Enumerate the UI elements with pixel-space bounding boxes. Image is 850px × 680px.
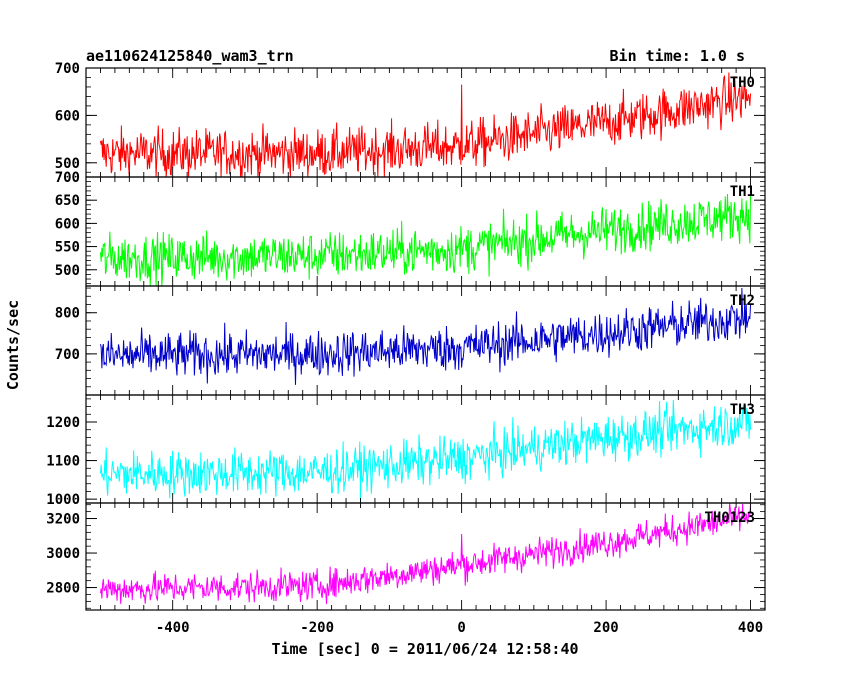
chart-title-right: Bin time: 1.0 s — [610, 47, 745, 65]
chart-title-left: ae110624125840_wam3_trn — [86, 47, 294, 65]
series-line-th0 — [99, 72, 752, 178]
y-tick-label: 3200 — [46, 512, 80, 528]
panels-group: 500 600 700 TH0 500 550 600 650 700 TH1 700 800 TH2 1… — [46, 61, 766, 611]
x-tick-label: -400 — [156, 620, 190, 636]
y-tick-label: 700 — [55, 61, 80, 77]
series-line-th2 — [99, 287, 752, 385]
y-tick-label: 1100 — [46, 454, 80, 470]
panel-th0123: 2800 3000 3200 TH0123 — [46, 502, 766, 611]
y-tick-label: 2800 — [46, 581, 80, 597]
series-line-th1 — [99, 193, 752, 287]
panel-label-th1: TH1 — [730, 184, 755, 200]
panel-th2: 700 800 TH2 — [55, 285, 766, 396]
series-line-th3 — [99, 400, 752, 503]
panel-frame — [85, 394, 766, 504]
series-line-th0123 — [99, 502, 752, 605]
x-tick-label: 200 — [593, 620, 618, 636]
y-tick-label: 700 — [55, 347, 80, 363]
panel-label-th2: TH2 — [730, 293, 755, 309]
y-tick-label: 800 — [55, 306, 80, 322]
y-tick-label: 550 — [55, 240, 80, 256]
y-tick-label: 1200 — [46, 415, 80, 431]
x-tick-label: 400 — [738, 620, 763, 636]
x-axis-label: Time [sec] 0 = 2011/06/24 12:58:40 — [271, 640, 578, 658]
y-tick-label: 3000 — [46, 546, 80, 562]
panel-label-th0123: TH0123 — [704, 510, 755, 526]
x-tick-label: -200 — [300, 620, 334, 636]
panel-frame — [85, 502, 766, 611]
panel-th1: 500 550 600 650 700 TH1 — [55, 170, 766, 287]
panel-th3: 1000 1100 1200 TH3 — [46, 394, 766, 508]
y-tick-label: 600 — [55, 216, 80, 232]
x-axis: -400 -200 0 200 400 — [156, 620, 763, 636]
y-tick-label: 500 — [55, 156, 80, 172]
panel-label-th3: TH3 — [730, 402, 755, 418]
panel-label-th0: TH0 — [730, 75, 755, 91]
y-tick-label: 700 — [55, 170, 80, 186]
y-axis-label: Counts/sec — [4, 300, 22, 390]
y-tick-label: 500 — [55, 263, 80, 279]
panel-frame — [85, 285, 766, 396]
x-tick-label: 0 — [457, 620, 465, 636]
panel-th0: 500 600 700 TH0 — [55, 61, 766, 178]
y-tick-label: 1000 — [46, 492, 80, 508]
y-tick-label: 650 — [55, 193, 80, 209]
y-tick-label: 600 — [55, 108, 80, 124]
